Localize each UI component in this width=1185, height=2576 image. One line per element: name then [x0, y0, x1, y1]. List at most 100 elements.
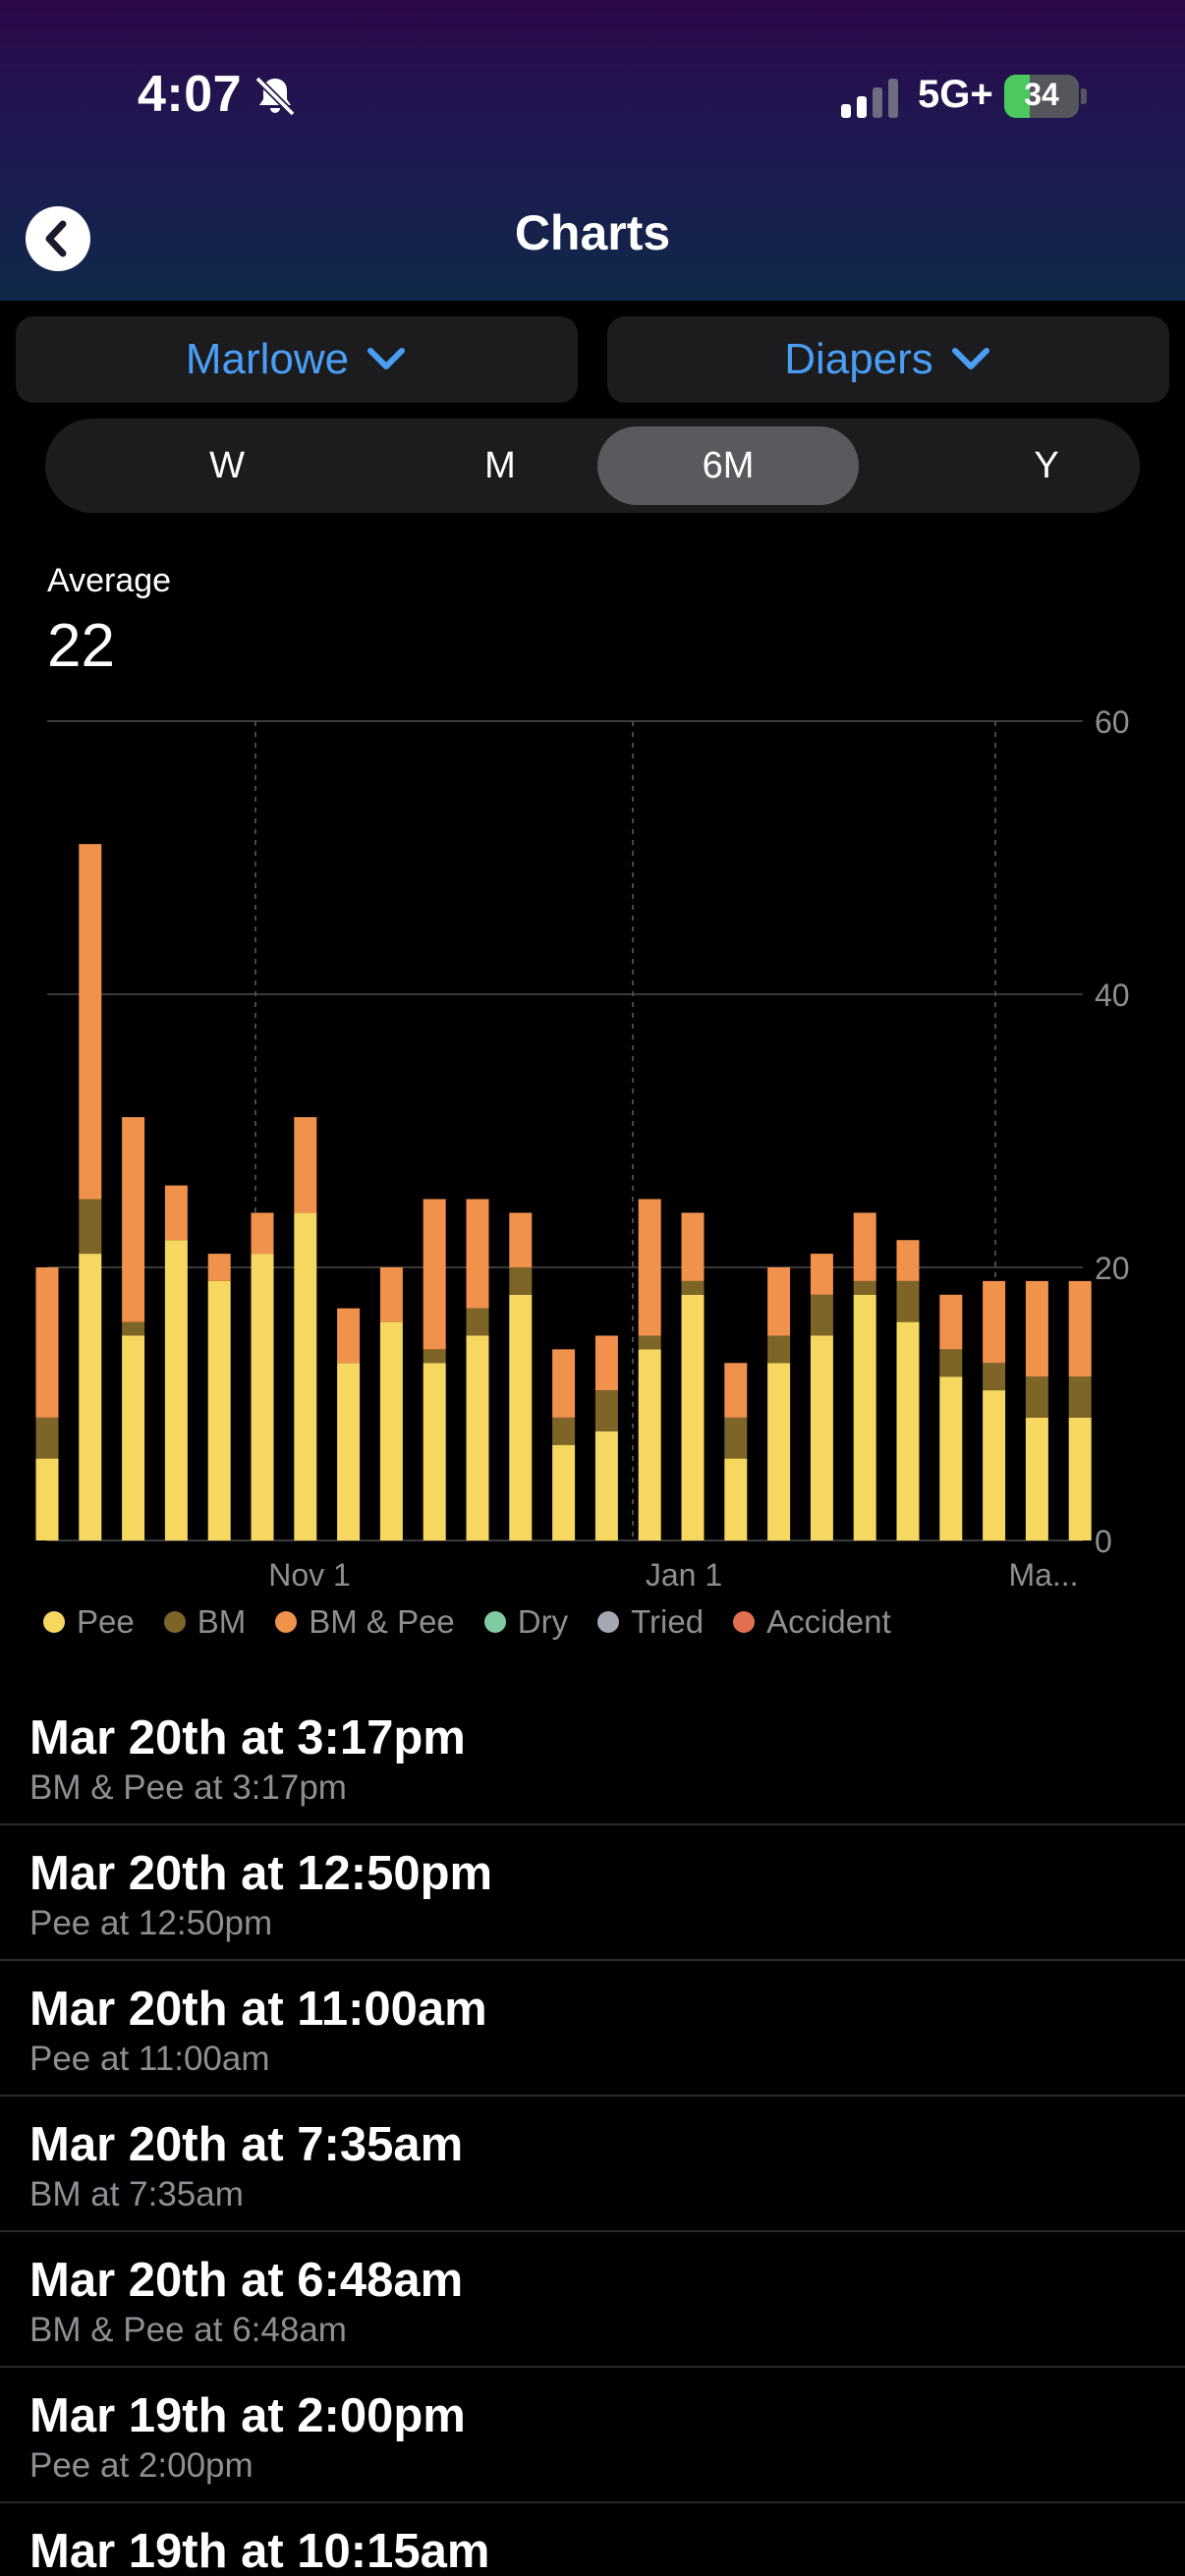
x-tick-label: Jan 1 [646, 1557, 722, 1593]
legend-accident-label: Accident [766, 1603, 891, 1640]
bar-segment-bm-pee [423, 1199, 446, 1350]
bar-segment-bm [983, 1363, 1006, 1391]
bar-segment-pee [983, 1390, 1006, 1540]
bar-segment-pee [294, 1212, 317, 1540]
bar-segment-pee [552, 1444, 576, 1540]
list-item[interactable]: Mar 20th at 12:50pm Pee at 12:50pm [0, 1825, 1185, 1961]
entry-detail: Pee at 12:50pm [29, 1904, 273, 1942]
average-label: Average [47, 562, 172, 599]
page-title: Charts [514, 205, 671, 260]
bar-segment-bm-pee [853, 1212, 876, 1281]
bar-segment-pee [337, 1363, 361, 1540]
y-tick-label: 60 [1095, 704, 1130, 740]
y-tick-label: 20 [1095, 1251, 1130, 1286]
bar-segment-bm [35, 1417, 59, 1459]
header: 4:07 5G+ 34 Charts [0, 0, 1185, 301]
bar-segment-bm-pee [79, 844, 102, 1200]
range-month[interactable]: M [484, 444, 516, 486]
entry-detail: BM & Pee at 3:17pm [29, 1768, 347, 1807]
chevron-left-icon [45, 220, 67, 257]
status-time: 4:07 [138, 66, 243, 123]
network-type: 5G+ [918, 73, 993, 116]
bar-segment-pee [164, 1240, 188, 1540]
bar-segment-bm [724, 1417, 748, 1459]
bar-segment-bm-pee [164, 1185, 188, 1241]
bar-segment-bm [423, 1349, 446, 1364]
bar-segment-bm-pee [509, 1212, 533, 1267]
range-selector: W M 6M Y [45, 419, 1140, 513]
legend-bm-pee: BM & Pee [275, 1603, 455, 1641]
bar-segment-bm-pee [552, 1349, 576, 1418]
bar-segment-pee [896, 1321, 920, 1540]
bar-segment-bm-pee [337, 1308, 361, 1364]
x-tick-label: Ma... [1008, 1557, 1078, 1593]
bar-segment-bm [810, 1294, 833, 1336]
legend-pee: Pee [43, 1603, 135, 1641]
bar-segment-bm-pee [294, 1117, 317, 1213]
bar-segment-pee [509, 1294, 533, 1540]
entry-list: Mar 20th at 3:17pm BM & Pee at 3:17pm Mar… [0, 1690, 1185, 2576]
bar-segment-pee [681, 1294, 705, 1540]
diaper-bar-chart: 0 20 40 60 Nov 1 Jan 1 Ma... [35, 704, 1130, 1593]
bar-segment-pee [767, 1363, 791, 1540]
y-tick-label: 0 [1095, 1524, 1112, 1559]
bar-segment-bm [939, 1349, 963, 1377]
bar-segment-pee [638, 1349, 661, 1540]
bar-segment-bm [79, 1199, 102, 1255]
bar-segment-pee [379, 1321, 403, 1540]
x-tick-label: Nov 1 [268, 1557, 351, 1593]
entry-title: Mar 20th at 6:48am [29, 2254, 464, 2307]
bar-segment-bm [509, 1267, 533, 1295]
bar-segment-bm-pee [251, 1212, 274, 1255]
range-six-months[interactable]: 6M [597, 426, 859, 505]
list-item[interactable]: Mar 20th at 11:00am Pee at 11:00am [0, 1961, 1185, 2097]
range-week[interactable]: W [209, 444, 245, 486]
bar-segment-pee [79, 1254, 102, 1540]
bar-segment-pee [122, 1335, 145, 1540]
entry-detail: Pee at 2:00pm [29, 2446, 254, 2485]
legend-tried-label: Tried [631, 1603, 705, 1640]
entry-title: Mar 19th at 2:00pm [29, 2389, 466, 2442]
back-button[interactable] [26, 206, 90, 271]
legend-bm-label: BM [197, 1603, 247, 1640]
bar-segment-bm-pee [35, 1267, 59, 1418]
bar-segment-pee [1025, 1417, 1048, 1540]
bar-segment-bm [594, 1390, 618, 1431]
list-item[interactable]: Mar 20th at 3:17pm BM & Pee at 3:17pm [0, 1690, 1185, 1825]
entry-detail: Pee at 11:00am [29, 2040, 270, 2078]
bar-segment-bm [853, 1280, 876, 1295]
bar-segment-pee [251, 1254, 274, 1540]
bar-segment-bm [1068, 1376, 1092, 1418]
chart-legend: Pee BM BM & Pee Dry Tried Accident [43, 1603, 891, 1641]
bar-segment-bm-pee [594, 1335, 618, 1391]
category-picker[interactable]: Diapers [607, 316, 1169, 403]
bar-segment-pee [810, 1335, 833, 1540]
list-item[interactable]: Mar 20th at 7:35am BM at 7:35am [0, 2097, 1185, 2232]
bell-slash-icon [254, 76, 296, 117]
bar-segment-bm-pee [207, 1254, 231, 1281]
bar-segment-bm-pee [810, 1254, 833, 1295]
bar-segment-bm-pee [638, 1199, 661, 1336]
legend-bm-pee-label: BM & Pee [309, 1603, 455, 1640]
category-picker-label: Diapers [784, 335, 933, 383]
list-item[interactable]: Mar 19th at 10:15am [0, 2503, 1185, 2576]
bar-segment-pee [939, 1376, 963, 1540]
bar-segment-bm-pee [896, 1240, 920, 1281]
bar-segment-pee [207, 1280, 231, 1540]
bar-segment-bm-pee [122, 1117, 145, 1322]
bar-segment-bm [1025, 1376, 1048, 1418]
battery-percent: 34 [1024, 77, 1059, 112]
bar-segment-pee [1068, 1417, 1092, 1540]
bar-segment-bm [466, 1308, 489, 1336]
cellular-signal-icon [841, 79, 898, 118]
range-year[interactable]: Y [1034, 444, 1059, 486]
bar-segment-pee [853, 1294, 876, 1540]
average-value: 22 [47, 612, 115, 680]
legend-dry-label: Dry [517, 1603, 569, 1640]
bar-segment-pee [724, 1458, 748, 1540]
child-picker[interactable]: Marlowe [16, 316, 578, 403]
list-item[interactable]: Mar 20th at 6:48am BM & Pee at 6:48am [0, 2232, 1185, 2368]
bar-segment-bm [681, 1280, 705, 1295]
list-item[interactable]: Mar 19th at 2:00pm Pee at 2:00pm [0, 2368, 1185, 2503]
bar-segment-bm [552, 1417, 576, 1445]
